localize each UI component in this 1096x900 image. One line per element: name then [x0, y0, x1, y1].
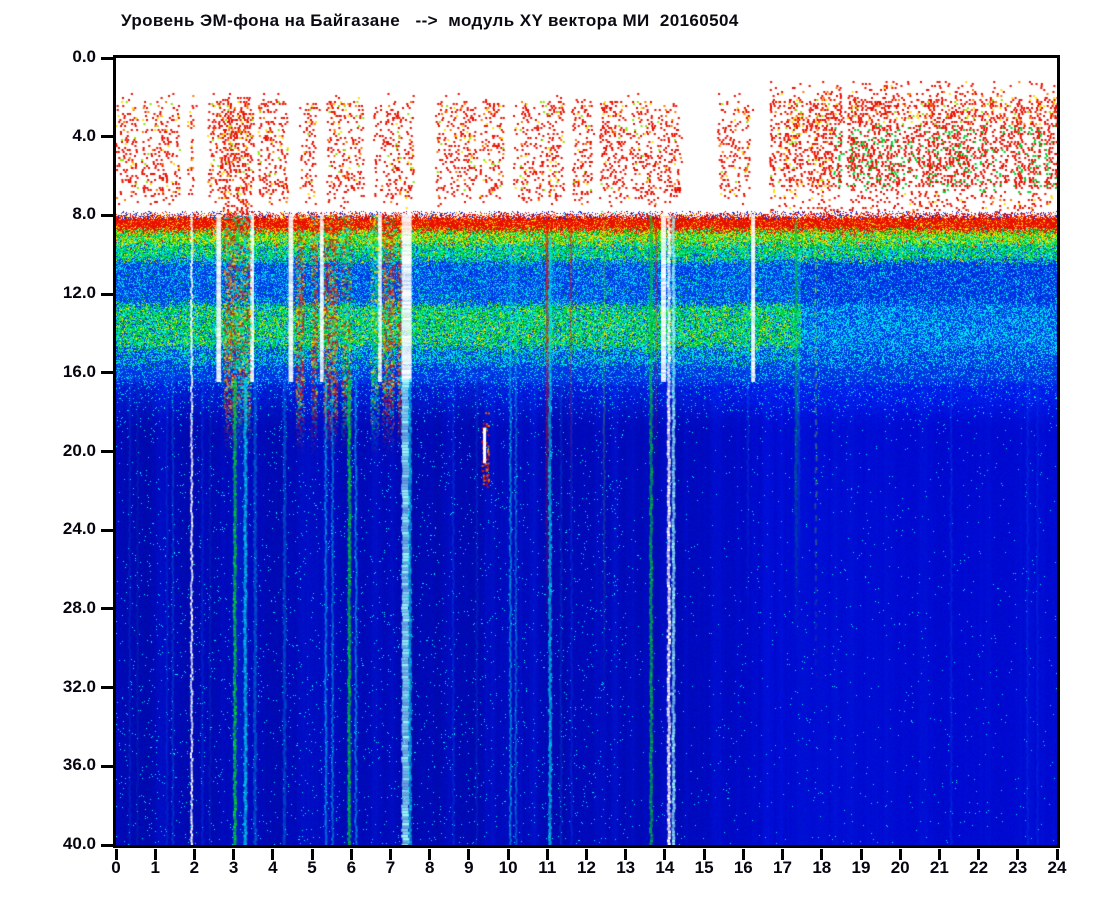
- y-tick-label: 36.0: [62, 755, 96, 775]
- x-tick-label: 20: [890, 858, 910, 877]
- y-tick-label: 40.0: [62, 834, 96, 853]
- y-tick: [101, 213, 113, 217]
- x-tick: [271, 849, 275, 860]
- x-tick-label: 22: [969, 858, 989, 877]
- y-tick-label: 4.0: [72, 125, 96, 145]
- x-tick: [467, 849, 471, 860]
- x-tick: [428, 849, 432, 860]
- x-tick: [389, 849, 392, 860]
- x-tick: [1055, 849, 1059, 860]
- x-tick: [820, 849, 824, 860]
- x-tick-label: 9: [464, 858, 474, 877]
- spectrogram-canvas: [116, 58, 1057, 845]
- x-tick-label: 8: [424, 858, 435, 877]
- x-tick-label: 11: [538, 858, 557, 877]
- x-tick-label: 17: [773, 858, 792, 877]
- x-tick: [310, 849, 314, 860]
- x-tick: [781, 849, 784, 860]
- y-tick-label: 20.0: [62, 440, 96, 460]
- x-tick: [898, 849, 902, 860]
- y-tick-label: 24.0: [62, 519, 96, 539]
- x-tick-label: 15: [694, 858, 714, 877]
- chart-title: Уровень ЭМ-фона на Байгазане --> модуль …: [121, 11, 739, 30]
- x-tick-label: 5: [307, 858, 317, 877]
- x-tick-label: 14: [655, 858, 675, 877]
- y-tick-label: 8.0: [72, 204, 96, 224]
- x-tick: [585, 849, 588, 860]
- y-tick: [101, 56, 113, 60]
- x-tick-label: 7: [385, 858, 396, 877]
- x-tick: [1016, 849, 1020, 860]
- x-tick: [506, 849, 510, 860]
- x-tick: [741, 849, 745, 860]
- x-tick-label: 10: [498, 858, 518, 877]
- y-tick-label: 32.0: [62, 676, 96, 696]
- x-tick-label: 21: [929, 858, 949, 877]
- x-tick-label: 24: [1047, 858, 1067, 877]
- y-tick-label: 28.0: [62, 597, 96, 617]
- y-tick: [101, 607, 113, 611]
- x-tick-label: 23: [1008, 858, 1028, 877]
- x-tick-label: 19: [851, 858, 871, 877]
- y-tick-label: 16.0: [62, 361, 96, 381]
- x-tick: [937, 849, 941, 860]
- x-tick-label: 13: [616, 858, 636, 877]
- x-tick-label: 6: [346, 858, 357, 877]
- x-tick: [859, 849, 863, 860]
- y-tick: [101, 450, 113, 453]
- y-tick: [101, 135, 113, 139]
- x-tick: [663, 849, 667, 860]
- x-tick: [702, 849, 706, 860]
- y-tick: [101, 292, 113, 296]
- y-tick: [101, 528, 113, 532]
- plot-area: [113, 55, 1060, 848]
- x-tick: [114, 849, 118, 860]
- x-tick-label: 3: [228, 858, 239, 877]
- x-tick-label: 16: [733, 858, 753, 877]
- y-tick: [101, 686, 113, 690]
- y-tick-label: 12.0: [62, 283, 96, 303]
- x-tick: [192, 849, 196, 860]
- x-tick: [624, 849, 628, 860]
- x-tick-label: 1: [150, 858, 160, 877]
- y-tick-label: 0.0: [72, 47, 96, 66]
- x-tick-label: 18: [812, 858, 832, 877]
- y-tick: [101, 764, 113, 768]
- x-tick: [232, 849, 236, 860]
- x-tick: [153, 849, 157, 860]
- x-tick: [977, 849, 981, 860]
- x-tick-label: 12: [577, 858, 596, 877]
- x-tick: [545, 849, 549, 860]
- x-tick-label: 0: [111, 858, 121, 877]
- x-tick: [349, 849, 353, 860]
- y-tick: [101, 843, 113, 847]
- x-tick-label: 4: [268, 858, 278, 877]
- x-tick-label: 2: [189, 858, 200, 877]
- y-tick: [101, 371, 113, 375]
